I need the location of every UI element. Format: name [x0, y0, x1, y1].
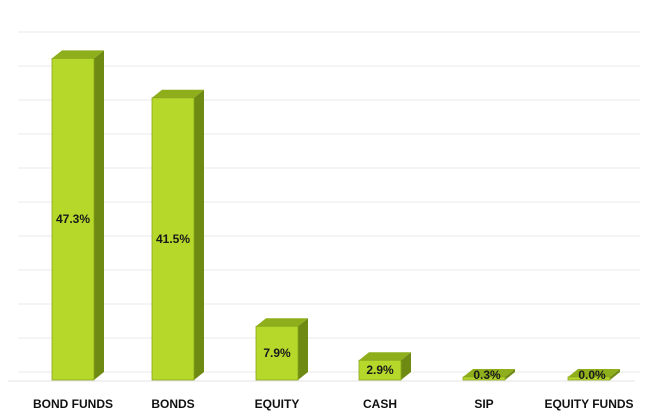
category-labels: BOND FUNDS BONDS EQUITY CASH SIP EQUITY FUNDS [33, 397, 634, 411]
data-labels: 47.3% 41.5% 7.9% 2.9% 0.3% 0.0% [56, 212, 606, 382]
category-label: CASH [363, 397, 397, 411]
data-label: 47.3% [56, 212, 90, 226]
bar-front-face [51, 57, 95, 381]
bar-side-face [194, 89, 204, 381]
bar-front-face [462, 376, 506, 381]
bar-front-face [151, 97, 195, 381]
category-label: BONDS [151, 397, 194, 411]
bar-sip [462, 369, 515, 381]
bar-side-face [94, 50, 104, 381]
bar-top-face [463, 369, 515, 377]
bar-side-face [298, 318, 308, 380]
bar-top-face [152, 89, 204, 98]
bar-equity [255, 318, 308, 381]
bar-equity-funds [567, 369, 620, 381]
bar-bond-funds [51, 50, 104, 381]
bars [51, 50, 620, 381]
bar-top-face [256, 318, 308, 327]
category-label: SIP [474, 397, 493, 411]
bar-side-face [401, 352, 411, 380]
bar-cash [358, 352, 411, 381]
data-label: 2.9% [366, 363, 394, 377]
bar-front-face [255, 325, 299, 381]
bar-side-face [610, 369, 620, 380]
category-label: EQUITY [255, 397, 300, 411]
data-label: 41.5% [156, 232, 190, 246]
bar-bonds [151, 89, 204, 381]
bar-top-face [52, 50, 104, 59]
category-label: BOND FUNDS [33, 397, 113, 411]
data-label: 0.3% [473, 368, 501, 382]
data-label: 0.0% [578, 368, 606, 382]
bar-top-face [359, 352, 411, 361]
data-label: 7.9% [263, 346, 291, 360]
bar-front-face [358, 359, 402, 381]
bar-front-face [567, 376, 611, 381]
category-label: EQUITY FUNDS [544, 397, 633, 411]
bar-top-face [568, 369, 620, 377]
bar-side-face [505, 369, 515, 380]
gridlines [8, 31, 640, 382]
